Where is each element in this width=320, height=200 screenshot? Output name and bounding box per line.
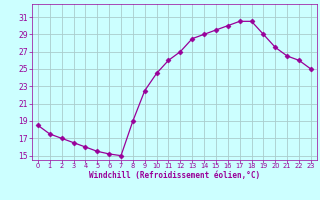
X-axis label: Windchill (Refroidissement éolien,°C): Windchill (Refroidissement éolien,°C) xyxy=(89,171,260,180)
